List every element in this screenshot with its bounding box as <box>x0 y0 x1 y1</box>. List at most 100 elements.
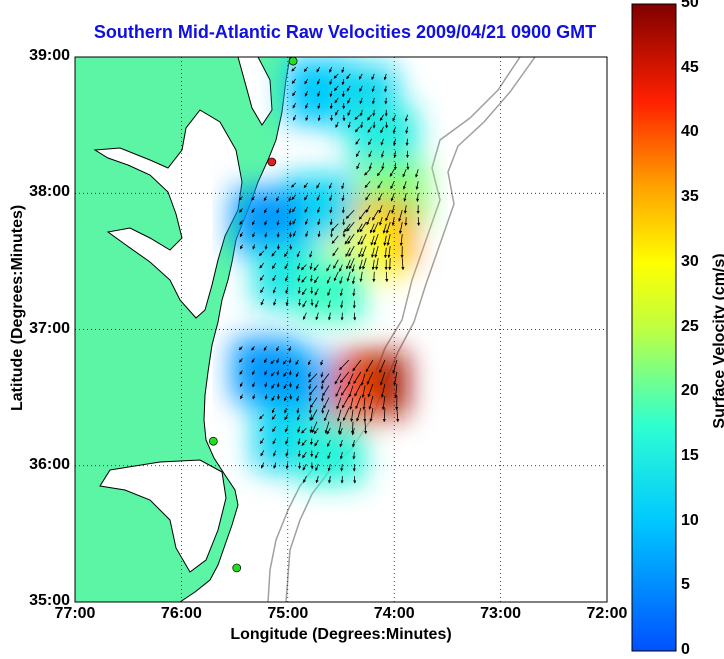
current-vector <box>313 264 319 271</box>
current-vector <box>263 346 267 352</box>
current-vector <box>358 259 363 270</box>
y-tick-label: 35:00 <box>29 592 70 609</box>
current-vector <box>332 247 339 257</box>
current-vector <box>358 247 363 258</box>
current-vector <box>309 414 313 421</box>
current-vector <box>304 194 309 201</box>
current-vector <box>258 250 265 257</box>
current-vector <box>273 462 277 469</box>
current-vector <box>239 382 243 388</box>
current-vector <box>304 90 309 97</box>
current-vector <box>359 221 367 233</box>
current-vector <box>276 370 280 376</box>
current-vector <box>291 194 297 201</box>
current-vector <box>393 150 397 158</box>
current-vector <box>264 358 268 364</box>
current-vector <box>315 312 319 321</box>
current-vector <box>368 150 372 158</box>
map-title: Southern Mid-Atlantic Raw Velocities 200… <box>93 22 597 42</box>
current-vector <box>346 221 355 232</box>
current-vector <box>271 395 275 402</box>
current-vector <box>328 182 333 189</box>
y-tick-label: 36:00 <box>29 455 70 473</box>
current-vector <box>345 247 351 258</box>
x-tick-label: 73:00 <box>480 605 522 622</box>
current-vector <box>239 370 243 375</box>
current-vector <box>251 220 255 226</box>
current-vector <box>387 246 391 259</box>
colorbar-tick-label: 40 <box>681 123 699 141</box>
current-vector <box>346 259 351 270</box>
current-vector <box>358 73 363 80</box>
current-vector <box>252 394 256 400</box>
current-vector <box>295 371 299 378</box>
current-vector <box>391 217 395 226</box>
current-vector <box>276 196 280 202</box>
current-vector <box>238 196 243 201</box>
current-vector <box>296 250 301 258</box>
current-vector <box>273 450 277 457</box>
current-vector <box>285 298 289 306</box>
current-vector <box>272 286 277 294</box>
current-vector <box>385 271 389 283</box>
y-tick-label: 38:00 <box>29 183 70 201</box>
current-vector <box>377 181 383 189</box>
current-vector <box>346 73 351 80</box>
current-vector <box>251 208 255 214</box>
current-vector <box>335 385 342 397</box>
current-vector <box>288 370 292 376</box>
current-vector <box>359 271 363 283</box>
current-vector <box>384 97 388 105</box>
current-vector <box>372 209 379 221</box>
current-vector <box>271 262 277 269</box>
current-vector <box>345 209 355 219</box>
chesapeake-bay <box>93 109 243 319</box>
grid-lines <box>75 57 607 602</box>
current-vector <box>308 395 312 402</box>
current-vector <box>348 385 354 398</box>
current-vector <box>416 193 420 202</box>
current-vector <box>359 97 363 105</box>
current-vector <box>374 246 379 258</box>
current-vector <box>380 150 385 158</box>
current-vector <box>350 421 355 435</box>
current-vector <box>372 221 379 234</box>
current-vector <box>356 223 363 233</box>
current-vector <box>356 407 362 422</box>
current-vector <box>295 359 299 366</box>
current-vector <box>402 169 407 178</box>
current-vector <box>317 218 321 226</box>
current-vector <box>296 407 300 414</box>
current-vector <box>391 205 395 214</box>
current-vector <box>333 271 339 282</box>
current-vector <box>376 169 383 177</box>
current-vector <box>365 359 374 373</box>
current-vector <box>270 359 275 365</box>
current-vector <box>366 371 374 385</box>
colorbar-label: Surface Velocity (cm/s) <box>711 253 724 429</box>
current-vector <box>368 395 374 410</box>
current-vector <box>302 463 307 471</box>
current-vector <box>297 286 301 295</box>
current-vector <box>304 206 309 213</box>
current-vector <box>291 78 297 84</box>
current-vector <box>341 206 345 214</box>
current-vector <box>340 300 344 309</box>
current-vector <box>379 371 386 386</box>
current-vector <box>259 414 265 420</box>
current-vector <box>316 182 321 189</box>
x-axis-label: Longitude (Degrees:Minutes) <box>230 626 452 643</box>
current-vector <box>351 428 355 436</box>
current-vector <box>303 182 309 189</box>
x-tick-label: 76:00 <box>160 605 202 622</box>
current-vector <box>385 209 391 222</box>
current-vector <box>354 114 360 120</box>
current-vector <box>251 346 255 351</box>
current-vector <box>315 463 319 472</box>
current-vector <box>283 371 287 377</box>
current-vector <box>283 383 287 390</box>
current-vector <box>333 73 339 79</box>
current-vector <box>309 397 318 409</box>
